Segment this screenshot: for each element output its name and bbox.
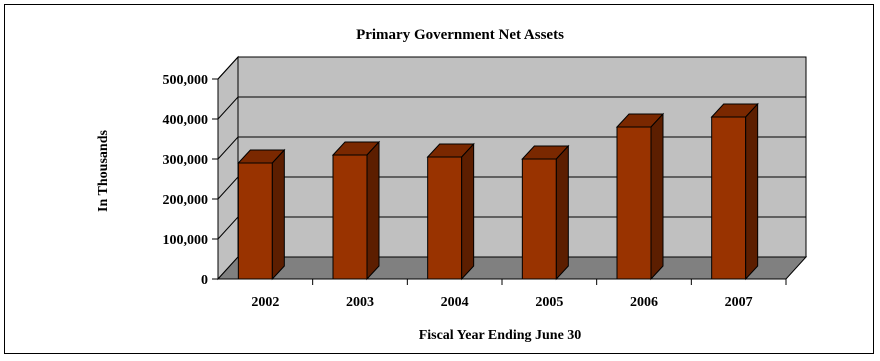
bar-front [332,154,368,280]
bar-side [745,102,759,281]
x-tick-label: 2002 [251,295,279,310]
bars [237,102,759,281]
bar-side [461,142,475,281]
bar-front [616,126,652,280]
gridline [217,56,806,80]
x-tick-labels: 2002 2003 2004 2005 2006 2007 [251,295,752,310]
bar-front [521,158,557,280]
bar [426,142,475,281]
bar-front [427,156,463,280]
y-tick-label: 100,000 [163,233,209,248]
bar-side [271,148,285,281]
y-tick-label: 300,000 [163,153,209,168]
bar [615,112,665,281]
x-tick-label: 2004 [441,295,469,310]
y-tick-label: 400,000 [163,113,209,128]
y-tick-label: 0 [201,273,208,288]
bar [237,148,286,281]
y-axis-label: In Thousands [96,130,111,212]
bar-front [237,162,273,280]
gridline [217,96,806,120]
x-tick-label: 2005 [535,295,563,310]
x-tick-label: 2007 [725,295,753,310]
chart-title: Primary Government Net Assets [356,27,564,43]
bar-side [555,144,569,281]
axes [212,78,787,285]
y-tick-label: 200,000 [163,193,209,208]
bar [521,144,570,281]
y-tick-labels: 0 100,000 200,000 300,000 400,000 500,000 [163,73,209,288]
y-tick-label: 500,000 [163,73,209,88]
x-tick-label: 2003 [346,295,374,310]
side-wall [217,55,239,281]
bar-side [650,112,664,281]
bar [710,102,759,281]
x-tick-label: 2006 [630,295,658,310]
bar-side [366,140,380,281]
x-axis-label: Fiscal Year Ending June 30 [419,328,582,343]
bar-front [711,116,747,280]
bar [331,140,381,281]
